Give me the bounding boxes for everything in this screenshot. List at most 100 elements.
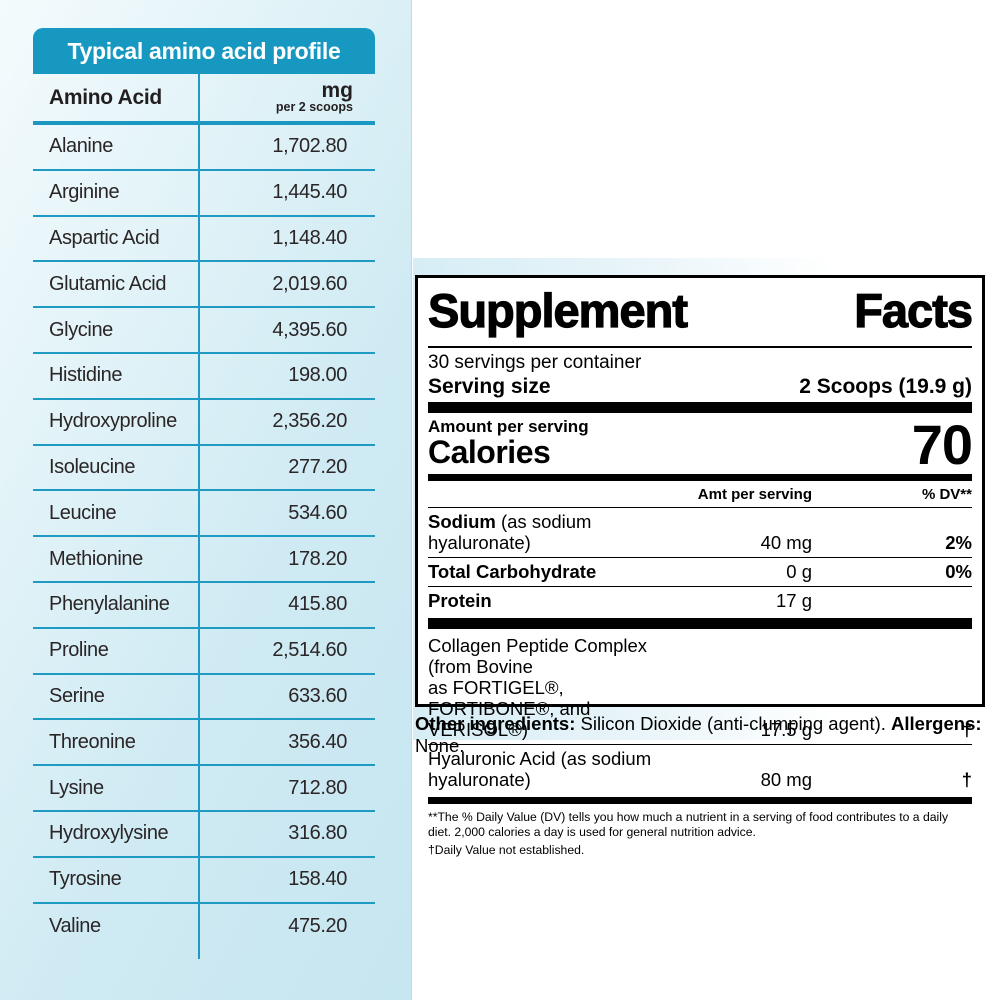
nutrient-row: Total Carbohydrate 0 g 0% [428, 558, 972, 587]
amino-acid-name: Methionine [49, 547, 143, 570]
amino-acid-mg: 633.60 [288, 684, 347, 707]
nutrient-amount: 17 g [775, 590, 812, 611]
amino-panel-background: Typical amino acid profile Amino Acid mg… [0, 0, 412, 1000]
amino-acid-name: Glycine [49, 318, 113, 341]
divider-bar [428, 618, 972, 629]
amino-acid-name: Alanine [49, 135, 113, 158]
amino-acid-name: Phenylalanine [49, 593, 170, 616]
amount-per-serving-label: Amount per serving [428, 417, 589, 436]
amino-acid-mg: 356.40 [288, 730, 347, 753]
amino-table-row: Threonine 356.40 [33, 720, 375, 767]
amino-acid-mg: 277.20 [288, 455, 347, 478]
serving-size-row: Serving size 2 Scoops (19.9 g) [428, 374, 972, 399]
amino-table-row: Glycine 4,395.60 [33, 308, 375, 354]
amino-table-row: Aspartic Acid 1,148.40 [33, 217, 375, 263]
amino-acid-name: Proline [49, 639, 109, 662]
nutrient-amount: 0 g [786, 561, 812, 582]
amino-acid-mg: 1,702.80 [272, 135, 347, 158]
nutrient-amount: 40 mg [760, 532, 812, 553]
calories-block: Amount per serving Calories 70 [428, 413, 973, 476]
amino-acid-mg: 2,514.60 [272, 639, 347, 662]
amino-acid-name: Glutamic Acid [49, 272, 167, 295]
amino-acid-mg: 178.20 [288, 547, 347, 570]
blend-ingredient-dv: † [961, 769, 972, 790]
amino-table-row: Serine 633.60 [33, 675, 375, 721]
amino-table-body: Alanine 1,702.80 Arginine 1,445.40 Aspar… [33, 125, 375, 949]
amino-table-row: Arginine 1,445.40 [33, 171, 375, 217]
amino-col-header-name: Amino Acid [49, 85, 162, 109]
amino-table-row: Isoleucine 277.20 [33, 446, 375, 492]
serving-size-label: Serving size [428, 375, 551, 398]
blend-ingredient-dv: † [961, 719, 972, 740]
supplement-facts-title: Supplement Facts [427, 280, 974, 348]
amino-acid-mg: 1,148.40 [272, 226, 347, 249]
nutrient-name: Sodium (as sodium hyaluronate) [428, 511, 592, 553]
amino-acid-mg: 1,445.40 [272, 181, 347, 204]
nutrient-column-headers: Amt per serving % DV** [428, 484, 972, 508]
amino-acid-name: Serine [49, 684, 105, 707]
nutrient-row: Protein 17 g [428, 587, 972, 615]
amino-table-row: Phenylalanine 415.80 [33, 583, 375, 629]
allergens-value: None. [415, 735, 465, 756]
amino-acid-name: Histidine [49, 364, 123, 387]
mg-header: mg [321, 79, 354, 102]
nutrient-name: Protein [428, 590, 492, 611]
amino-table-row: Proline 2,514.60 [33, 629, 375, 675]
percent-dv-header: % DV** [921, 486, 972, 503]
blend-ingredient-amount: 80 mg [760, 769, 812, 790]
blend-rows: Collagen Peptide Complex (from Bovine as… [428, 632, 972, 794]
blend-ingredient-name: Collagen Peptide Complex (from Bovine as… [428, 635, 648, 740]
divider-bar [428, 474, 972, 481]
amino-table-row: Methionine 178.20 [33, 537, 375, 583]
amino-table-row: Histidine 198.00 [33, 354, 375, 400]
serving-size-value: 2 Scoops (19.9 g) [799, 375, 972, 398]
nutrient-name: Total Carbohydrate [428, 561, 597, 582]
nutrient-dv: 2% [945, 532, 972, 553]
amino-acid-mg: 534.60 [288, 501, 347, 524]
amino-acid-name: Lysine [49, 776, 104, 799]
amino-table-row: Glutamic Acid 2,019.60 [33, 262, 375, 309]
amino-table-row: Valine 475.20 [33, 904, 375, 950]
blend-ingredient-row: Collagen Peptide Complex (from Bovine as… [428, 632, 972, 745]
amino-acid-name: Aspartic Acid [49, 226, 160, 249]
nutrient-dv: 0% [945, 561, 972, 582]
calories-label: Calories [428, 434, 551, 470]
other-ingredients-line: Other ingredients: Silicon Dioxide (anti… [415, 713, 990, 757]
amino-acid-name: Valine [49, 914, 101, 937]
amino-acid-mg: 475.20 [288, 914, 347, 937]
amino-acid-name: Threonine [49, 730, 136, 753]
allergens-label: Allergens: [891, 713, 982, 734]
servings-per-container: 30 servings per container [428, 352, 642, 373]
spacer [428, 485, 662, 505]
calories-labels: Amount per serving Calories [428, 417, 589, 469]
blend-ingredient-row: Hyaluronic Acid (as sodium hyaluronate) … [428, 745, 972, 794]
dv-not-established-footnote: †Daily Value not established. [428, 843, 585, 857]
other-ingredients-value: Silicon Dioxide (anti-clumping agent). [575, 713, 892, 734]
blend-ingredient-name: Hyaluronic Acid (as sodium hyaluronate) [428, 748, 652, 790]
other-ingredients-label: Other ingredients: [415, 713, 576, 734]
nutrient-rows: Sodium (as sodium hyaluronate) 40 mg 2% … [428, 508, 972, 615]
amino-acid-name: Tyrosine [49, 868, 122, 891]
amino-acid-mg: 2,356.20 [272, 410, 347, 433]
amino-acid-name: Isoleucine [49, 455, 136, 478]
amino-acid-table: Typical amino acid profile Amino Acid mg… [33, 28, 375, 959]
amino-acid-mg: 198.00 [288, 364, 347, 387]
amino-acid-mg: 415.80 [288, 593, 347, 616]
supplement-facts-panel: Supplement Facts 30 servings per contain… [415, 275, 985, 857]
amino-acid-name: Arginine [49, 181, 120, 204]
amino-table-row: Alanine 1,702.80 [33, 125, 375, 171]
amino-table-row: Hydroxyproline 2,356.20 [33, 400, 375, 446]
nutrient-row: Sodium (as sodium hyaluronate) 40 mg 2% [428, 508, 972, 558]
amino-acid-name: Hydroxylysine [49, 822, 169, 845]
amino-acid-name: Leucine [49, 501, 117, 524]
divider-bar [428, 402, 972, 413]
amino-acid-mg: 4,395.60 [272, 318, 347, 341]
amino-acid-mg: 158.40 [288, 868, 347, 891]
amt-per-serving-header: Amt per serving [697, 486, 812, 503]
amino-table-row: Hydroxylysine 316.80 [33, 812, 375, 858]
amino-acid-mg: 2,019.60 [272, 272, 347, 295]
amino-acid-name: Hydroxyproline [49, 410, 177, 433]
calories-value: 70 [911, 413, 973, 476]
daily-value-footnote: **The % Daily Value (DV) tells you how m… [428, 810, 949, 839]
